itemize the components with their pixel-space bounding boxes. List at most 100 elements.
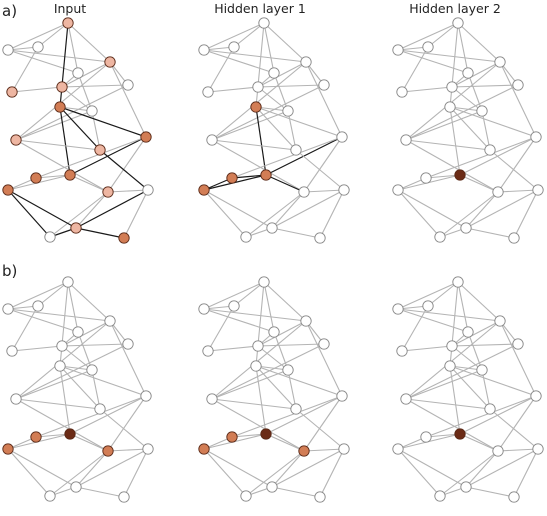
- graph-node: [508, 491, 520, 503]
- graph-node: [492, 186, 504, 198]
- graph-edge: [49, 191, 109, 238]
- graph-node: [452, 17, 464, 29]
- graph-edge: [35, 174, 71, 179]
- graph-edge: [11, 305, 39, 352]
- graph-node: [32, 41, 44, 53]
- graph-edge: [7, 281, 69, 310]
- graph-node: [202, 86, 214, 98]
- graph-edge: [109, 61, 147, 138]
- graph-edge: [459, 433, 499, 452]
- graph-node: [72, 67, 84, 79]
- graph-edge: [91, 369, 101, 410]
- graph-edge: [303, 448, 345, 452]
- graph-edge: [465, 191, 499, 229]
- graph-node: [62, 17, 74, 29]
- graph-node: [314, 491, 326, 503]
- graph-edge: [257, 345, 289, 371]
- graph-edge: [7, 22, 69, 51]
- graph-node: [70, 222, 82, 234]
- graph-edge: [75, 486, 125, 498]
- graph-edge: [425, 174, 461, 179]
- graph-node: [476, 364, 488, 376]
- graph-edge: [451, 84, 519, 88]
- graph-edge: [295, 408, 345, 450]
- graph-edge: [425, 395, 537, 438]
- graph-node: [228, 41, 240, 53]
- graph-edge: [211, 398, 297, 410]
- graph-edge: [211, 61, 307, 141]
- graph-edge: [59, 22, 69, 108]
- graph-node: [420, 431, 432, 443]
- graph-edge: [203, 308, 307, 322]
- graph-edge: [91, 110, 101, 151]
- graph-edge: [397, 22, 459, 51]
- graph-edge: [451, 320, 501, 347]
- graph-edge: [449, 106, 537, 138]
- graph-edge: [61, 345, 93, 371]
- graph-node: [260, 428, 272, 440]
- graph-edge: [449, 365, 491, 410]
- graph-edge: [273, 331, 289, 371]
- graph-node: [202, 345, 214, 357]
- graph-edge: [465, 450, 499, 488]
- graph-node: [434, 231, 446, 243]
- graph-node: [392, 303, 404, 315]
- graph-node: [422, 41, 434, 53]
- graph-node: [250, 101, 262, 113]
- graph-edge: [295, 149, 345, 191]
- graph-edge: [69, 174, 109, 193]
- graph-edge: [211, 343, 325, 400]
- graph-edge: [255, 22, 265, 108]
- graph-node: [94, 144, 106, 156]
- graph-edge: [255, 365, 267, 435]
- graph-node: [32, 300, 44, 312]
- graph-edge: [15, 343, 129, 400]
- graph-node: [228, 300, 240, 312]
- graph-edge: [467, 331, 483, 371]
- graph-node: [454, 428, 466, 440]
- graph-node: [462, 326, 474, 338]
- graph-edge: [481, 369, 491, 410]
- graph-edge: [449, 22, 459, 108]
- graph-edge: [123, 448, 149, 498]
- graph-edge: [11, 86, 63, 93]
- graph-edge: [99, 149, 149, 191]
- graph-node: [298, 445, 310, 457]
- graph-edge: [451, 345, 483, 371]
- graph-edge: [203, 189, 273, 229]
- graph-node: [282, 364, 294, 376]
- graph-edge: [255, 106, 297, 151]
- graph-edge: [397, 448, 467, 488]
- graph-edge: [203, 281, 265, 310]
- graph-edge: [211, 398, 305, 452]
- graph-edge: [77, 72, 93, 112]
- graph-edge: [271, 486, 321, 498]
- graph-edge: [499, 320, 537, 397]
- graph-edge: [77, 331, 93, 371]
- graph-edge: [255, 106, 267, 176]
- graph-node: [54, 101, 66, 113]
- graph-node: [338, 443, 350, 455]
- graph-edge: [397, 189, 441, 238]
- graph-edge: [59, 365, 71, 435]
- graph-node: [64, 428, 76, 440]
- graph-node: [142, 443, 154, 455]
- graph-node: [268, 326, 280, 338]
- graph-node: [446, 81, 458, 93]
- graph-edge: [255, 106, 343, 138]
- graph-edge: [15, 110, 93, 141]
- graph-node: [532, 443, 544, 455]
- graph-node: [104, 56, 116, 68]
- graph-edge: [449, 106, 491, 151]
- graph-edge: [7, 308, 79, 333]
- graph-edge: [497, 136, 537, 193]
- graph-node: [452, 276, 464, 288]
- graph-edge: [211, 110, 289, 141]
- graph-edge: [303, 395, 343, 452]
- graph-node: [30, 172, 42, 184]
- graph-edge: [397, 189, 467, 229]
- graph-edge: [397, 308, 469, 333]
- graph-edge: [15, 139, 101, 151]
- graph-edge: [59, 106, 147, 138]
- graph-edge: [257, 84, 325, 88]
